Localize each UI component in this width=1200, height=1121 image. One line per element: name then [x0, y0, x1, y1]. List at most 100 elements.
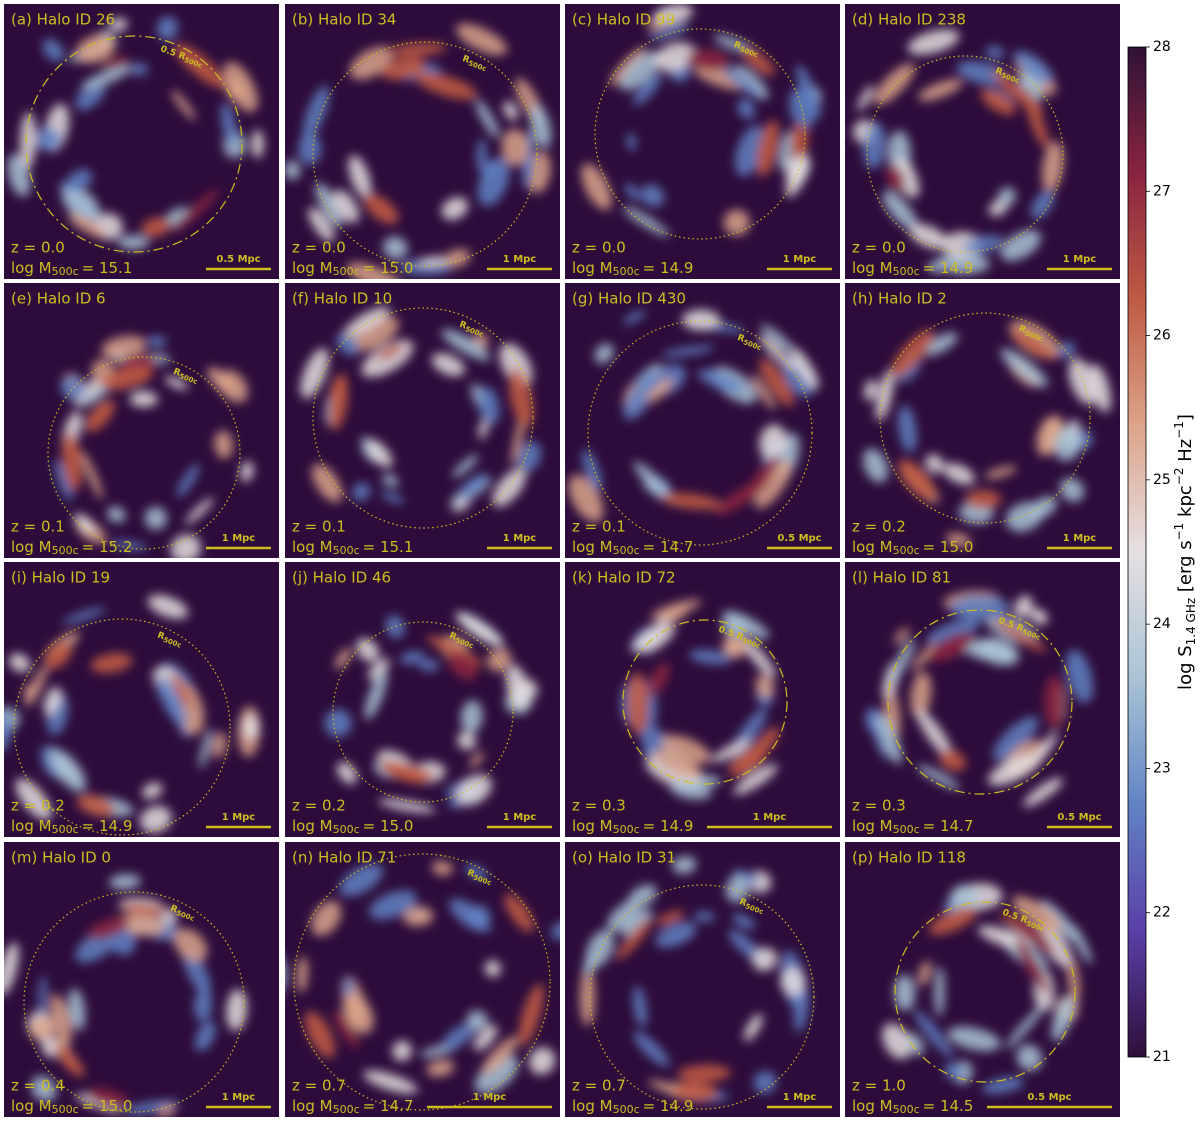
emission-core — [54, 1044, 85, 1077]
emission-blob — [342, 976, 355, 1000]
mass-symbol: log M — [572, 538, 613, 556]
redshift: z = 0.3 — [572, 797, 626, 815]
emission-blob — [349, 46, 394, 80]
r500c-circle — [312, 41, 538, 267]
emission-blob — [117, 235, 150, 250]
mass: log M500c = 14.9 — [852, 259, 973, 279]
emission-blob — [482, 1036, 518, 1075]
emission-core — [715, 479, 768, 515]
emission-blob — [694, 911, 715, 922]
mass-symbol: log M — [292, 1097, 333, 1115]
emission-blob — [214, 430, 233, 459]
mass: log M500c = 15.1 — [292, 538, 413, 558]
emission-core — [677, 1064, 732, 1082]
emission-core — [890, 329, 935, 378]
emission — [300, 306, 541, 512]
r500c-circle — [312, 307, 534, 529]
r500c-circle — [332, 621, 514, 803]
emission-blob — [621, 908, 652, 937]
mass: log M500c = 15.0 — [292, 817, 413, 837]
emission-blob — [475, 99, 500, 139]
emission-blob — [418, 659, 440, 672]
colorbar-tick-label: 23 — [1153, 760, 1171, 776]
emission-blob — [311, 463, 343, 503]
mass-subscript: 500c — [333, 1103, 360, 1116]
emission-blob — [882, 190, 918, 230]
emission-blob — [924, 332, 958, 356]
emission-blob — [1016, 1044, 1043, 1071]
emission-blob — [917, 960, 932, 986]
emission — [285, 860, 560, 1094]
mass-subscript: 500c — [613, 544, 640, 557]
emission-blob — [1014, 595, 1033, 619]
scale-label: 1 Mpc — [1063, 254, 1097, 265]
scale-label: 1 Mpc — [222, 1092, 256, 1103]
redshift: z = 0.7 — [572, 1077, 626, 1095]
emission-core — [741, 47, 775, 76]
emission-core — [381, 57, 427, 80]
emission-blob — [141, 782, 163, 799]
r500c-circle — [894, 901, 1076, 1083]
mass: log M500c = 14.9 — [572, 259, 693, 279]
label-part: log S — [1175, 645, 1196, 690]
panel: R 500c (e) Halo ID 6 z = 0.1 log M500c = 15.2… — [4, 283, 279, 558]
scale-label: 1 Mpc — [503, 254, 537, 265]
mass-symbol: log M — [572, 259, 613, 277]
label-part: −1 — [1172, 421, 1186, 439]
emission-core — [120, 903, 168, 915]
emission-blob — [147, 335, 167, 348]
emission-blob — [733, 65, 769, 100]
emission-blob — [733, 764, 778, 795]
emission-blob — [623, 371, 659, 420]
emission-blob — [68, 213, 107, 238]
scale-label: 1 Mpc — [753, 812, 787, 823]
redshift: z = 0.3 — [852, 797, 906, 815]
colorbar-label: log S1.4 GHz [erg s−1 kpc−2 Hz−1] — [1172, 414, 1198, 690]
emission-blob — [212, 732, 227, 759]
emission-core — [615, 917, 653, 961]
colorbar-tick-label: 28 — [1153, 39, 1171, 55]
emission-blob — [35, 127, 62, 152]
mass-symbol: log M — [292, 259, 333, 277]
emission-core — [1010, 329, 1055, 360]
emission-blob — [755, 674, 775, 699]
emission-blob — [982, 1076, 1025, 1094]
emission-blob — [1017, 75, 1044, 101]
mass-value: = 15.0 — [82, 1097, 133, 1115]
emission-blob — [672, 856, 697, 874]
panel: R 500c (o) Halo ID 31 z = 0.7 log M500c = 14.… — [565, 842, 840, 1117]
emission-blob — [916, 709, 953, 759]
emission-core — [928, 632, 975, 662]
mass: log M500c = 15.0 — [852, 538, 973, 558]
radius-text: R — [461, 54, 471, 66]
mass-symbol: log M — [572, 817, 613, 835]
redshift: z = 1.0 — [852, 1077, 906, 1095]
scale-label: 1 Mpc — [222, 812, 256, 823]
emission-blob — [296, 956, 308, 993]
mass-value: = 15.2 — [82, 538, 133, 556]
scale-label: 1 Mpc — [783, 254, 817, 265]
emission-blob — [949, 884, 980, 913]
radius-text: R — [156, 630, 166, 642]
scale-label: 1 Mpc — [503, 533, 537, 544]
emission-blob — [251, 129, 264, 159]
emission-blob — [586, 929, 614, 968]
emission-blob — [857, 84, 874, 111]
colorbar-tick-label: 22 — [1153, 905, 1171, 921]
emission-blob — [8, 653, 31, 673]
emission-blob — [551, 921, 560, 940]
emission-core — [980, 88, 1016, 116]
mass-symbol: log M — [11, 1097, 52, 1115]
emission-core — [447, 651, 478, 680]
emission-blob — [869, 710, 888, 760]
scale-label: 1 Mpc — [503, 812, 537, 823]
emission-blob — [725, 875, 750, 903]
emission-blob — [324, 709, 352, 737]
panel-title: (k) Halo ID 72 — [572, 569, 676, 587]
mass-value: = 15.1 — [82, 259, 133, 277]
emission-blob — [336, 333, 359, 356]
emission-blob — [697, 369, 744, 393]
emission-core — [1015, 936, 1050, 994]
emission-blob — [1053, 426, 1083, 462]
